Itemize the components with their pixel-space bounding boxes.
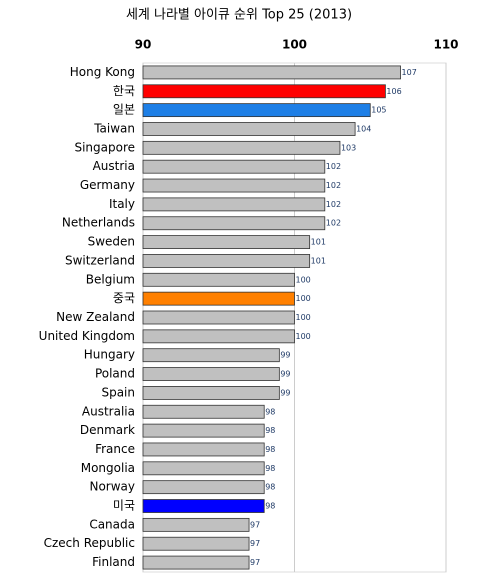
value-label: 100 (296, 332, 311, 341)
value-label: 98 (265, 426, 275, 435)
bar (142, 140, 341, 155)
bar (142, 442, 265, 457)
value-label: 97 (250, 539, 260, 548)
x-tick-label: 100 (282, 38, 307, 52)
category-label: United Kingdom (39, 329, 135, 343)
bar (142, 367, 280, 381)
category-label: Spain (101, 385, 135, 399)
bar (142, 122, 356, 136)
category-label: Denmark (80, 423, 135, 437)
bar (142, 291, 295, 306)
category-label: 한국 (113, 84, 135, 98)
value-label: 106 (386, 87, 401, 96)
x-tick-label: 110 (433, 38, 458, 52)
bar (142, 404, 265, 419)
category-label: Mongolia (81, 461, 135, 475)
category-label: 중국 (113, 291, 135, 305)
value-label: 103 (341, 143, 356, 152)
bar (142, 178, 326, 193)
category-label: Australia (82, 404, 135, 418)
category-label: 미국 (113, 499, 135, 513)
bar (142, 310, 295, 325)
category-label: Belgium (86, 272, 135, 286)
category-label: Austria (93, 159, 135, 173)
bar (142, 159, 326, 174)
value-label: 101 (311, 256, 326, 265)
category-label: Germany (80, 178, 135, 192)
bar (142, 329, 295, 344)
bar (142, 461, 265, 476)
bar (142, 235, 311, 249)
bar (142, 216, 326, 231)
x-tick-label: 90 (135, 38, 152, 52)
category-label: Finland (92, 555, 135, 569)
bar (142, 65, 401, 80)
category-label: Poland (95, 367, 135, 381)
category-label: France (95, 442, 135, 456)
value-label: 100 (296, 294, 311, 303)
bar (142, 272, 295, 287)
value-label: 98 (265, 464, 275, 473)
category-label: Sweden (88, 235, 135, 249)
category-label: 일본 (113, 103, 135, 117)
bar (142, 517, 250, 532)
category-label: New Zealand (56, 310, 135, 324)
value-label: 97 (250, 558, 260, 567)
bar (142, 423, 265, 438)
bar (142, 103, 371, 118)
value-label: 98 (265, 407, 275, 416)
category-label: Canada (89, 517, 135, 531)
value-label: 98 (265, 483, 275, 492)
category-label: Singapore (74, 140, 135, 154)
category-label: Norway (89, 480, 135, 494)
bar (142, 254, 311, 268)
value-label: 101 (311, 238, 326, 247)
value-label: 100 (296, 313, 311, 322)
value-label: 105 (371, 106, 386, 115)
category-label: Netherlands (62, 216, 135, 230)
bar (142, 536, 250, 551)
bar (142, 84, 386, 99)
value-label: 104 (356, 124, 371, 133)
category-label: Czech Republic (44, 536, 135, 550)
bar (142, 386, 280, 400)
value-label: 102 (326, 200, 341, 209)
bar (142, 499, 265, 513)
value-label: 99 (280, 351, 290, 360)
category-label: Hong Kong (70, 65, 135, 79)
category-label: Italy (109, 197, 135, 211)
value-label: 100 (296, 275, 311, 284)
bar (142, 197, 326, 212)
category-label: Taiwan (93, 121, 135, 135)
bar (142, 480, 265, 495)
chart-title: 세계 나라별 아이큐 순위 Top 25 (2013) (126, 8, 352, 23)
value-label: 99 (280, 370, 290, 379)
value-label: 102 (326, 181, 341, 190)
value-label: 97 (250, 520, 260, 529)
value-label: 98 (265, 502, 275, 511)
value-label: 102 (326, 162, 341, 171)
value-label: 98 (265, 445, 275, 454)
value-label: 99 (280, 388, 290, 397)
value-label: 102 (326, 219, 341, 228)
value-label: 107 (402, 68, 417, 77)
bar (142, 555, 250, 570)
category-label: Switzerland (65, 253, 135, 267)
category-label: Hungary (84, 348, 135, 362)
bar (142, 348, 280, 363)
